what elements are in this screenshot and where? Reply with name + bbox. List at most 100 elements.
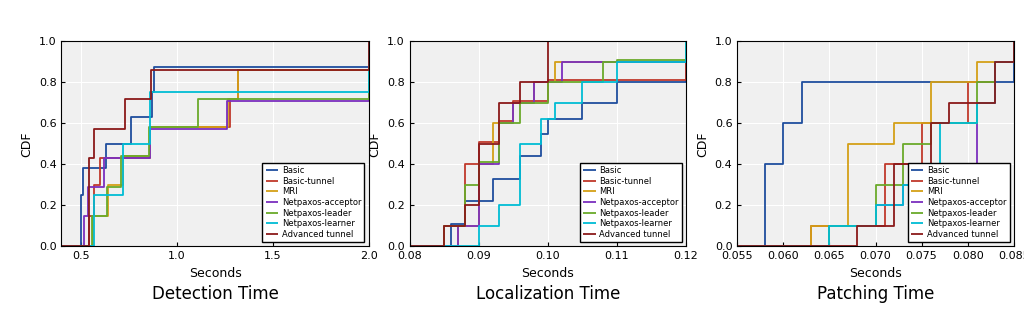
Netpaxos-leader (542, 80, 554, 84)
Netpaxos-leader (100, 214, 113, 217)
Netpaxos-acceptor (555, 80, 567, 84)
Basic-tunnel (83, 214, 95, 217)
Basic (680, 39, 692, 43)
Basic (1008, 80, 1020, 84)
Basic (514, 177, 526, 180)
Advanced tunnel (925, 121, 937, 125)
Basic (418, 245, 430, 248)
Basic (577, 101, 589, 105)
Basic-tunnel (61, 245, 74, 248)
Advanced tunnel (943, 101, 955, 105)
MRI (842, 142, 854, 146)
Netpaxos-learner (577, 101, 589, 105)
Netpaxos-acceptor (78, 214, 91, 217)
Advanced tunnel (438, 224, 451, 228)
Basic-tunnel (731, 245, 743, 248)
Netpaxos-leader (473, 183, 485, 187)
Netpaxos-leader (925, 142, 937, 146)
Basic (59, 245, 72, 248)
Basic (147, 65, 160, 69)
Netpaxos-learner (444, 245, 457, 248)
Line: Basic: Basic (410, 41, 686, 246)
Basic-tunnel (494, 140, 506, 143)
Netpaxos-learner (897, 183, 909, 187)
Netpaxos-learner (610, 80, 623, 84)
Netpaxos-learner (88, 245, 100, 248)
Advanced tunnel (494, 101, 506, 105)
Advanced tunnel (403, 245, 416, 248)
Netpaxos-acceptor (989, 60, 1001, 64)
Netpaxos-leader (680, 58, 692, 61)
Netpaxos-leader (514, 121, 526, 125)
Netpaxos-acceptor (220, 99, 232, 102)
Netpaxos-learner (610, 60, 623, 64)
MRI (1008, 60, 1020, 64)
Advanced tunnel (119, 97, 131, 100)
MRI (1008, 39, 1020, 43)
Netpaxos-acceptor (494, 121, 506, 125)
Basic (59, 245, 72, 248)
Netpaxos-leader (100, 185, 113, 189)
Netpaxos-learner (444, 245, 457, 248)
Basic (610, 80, 623, 84)
MRI (63, 245, 76, 248)
Netpaxos-leader (86, 214, 98, 217)
Netpaxos-leader (63, 245, 76, 248)
Netpaxos-learner (1008, 60, 1020, 64)
Netpaxos-leader (63, 245, 76, 248)
Netpaxos-acceptor (731, 245, 743, 248)
Basic-tunnel (424, 245, 436, 248)
Netpaxos-acceptor (555, 60, 567, 64)
MRI (143, 125, 156, 129)
Netpaxos-acceptor (97, 156, 110, 160)
Basic-tunnel (768, 245, 780, 248)
Advanced tunnel (805, 245, 817, 248)
Netpaxos-learner (549, 117, 561, 121)
Netpaxos-acceptor (424, 245, 436, 248)
Netpaxos-leader (142, 154, 155, 158)
Line: Netpaxos-acceptor: Netpaxos-acceptor (410, 41, 686, 246)
Advanced tunnel (473, 142, 485, 146)
Netpaxos-leader (971, 121, 983, 125)
Netpaxos-learner (577, 80, 589, 84)
MRI (680, 60, 692, 64)
Netpaxos-learner (514, 204, 526, 207)
Line: Netpaxos-learner: Netpaxos-learner (410, 41, 686, 246)
Y-axis label: CDF: CDF (20, 131, 33, 156)
MRI (528, 101, 541, 105)
Advanced tunnel (83, 156, 95, 160)
Advanced tunnel (83, 245, 95, 248)
Netpaxos-leader (1008, 39, 1020, 43)
Advanced tunnel (310, 68, 323, 72)
Basic-tunnel (143, 156, 156, 160)
Basic-tunnel (231, 97, 244, 100)
Netpaxos-leader (823, 224, 836, 228)
MRI (731, 245, 743, 248)
Netpaxos-acceptor (823, 224, 836, 228)
Basic-tunnel (231, 68, 244, 72)
Basic (99, 142, 112, 146)
Basic (796, 80, 808, 84)
X-axis label: Seconds: Seconds (849, 267, 902, 280)
Basic-tunnel (879, 224, 891, 228)
Netpaxos-leader (971, 80, 983, 84)
Netpaxos-leader (362, 97, 375, 100)
Netpaxos-acceptor (82, 185, 94, 189)
Netpaxos-leader (115, 185, 127, 189)
Basic-tunnel (362, 39, 375, 43)
MRI (231, 68, 244, 72)
Basic-tunnel (88, 214, 100, 217)
MRI (473, 162, 485, 166)
Netpaxos-acceptor (97, 185, 110, 189)
Netpaxos-acceptor (897, 183, 909, 187)
Netpaxos-leader (115, 154, 127, 158)
Netpaxos-leader (424, 245, 436, 248)
Advanced tunnel (542, 39, 554, 43)
Advanced tunnel (424, 245, 436, 248)
Netpaxos-learner (494, 204, 506, 207)
MRI (452, 224, 464, 228)
Netpaxos-learner (535, 142, 547, 146)
MRI (362, 68, 375, 72)
Basic (444, 245, 457, 248)
Netpaxos-learner (549, 101, 561, 105)
